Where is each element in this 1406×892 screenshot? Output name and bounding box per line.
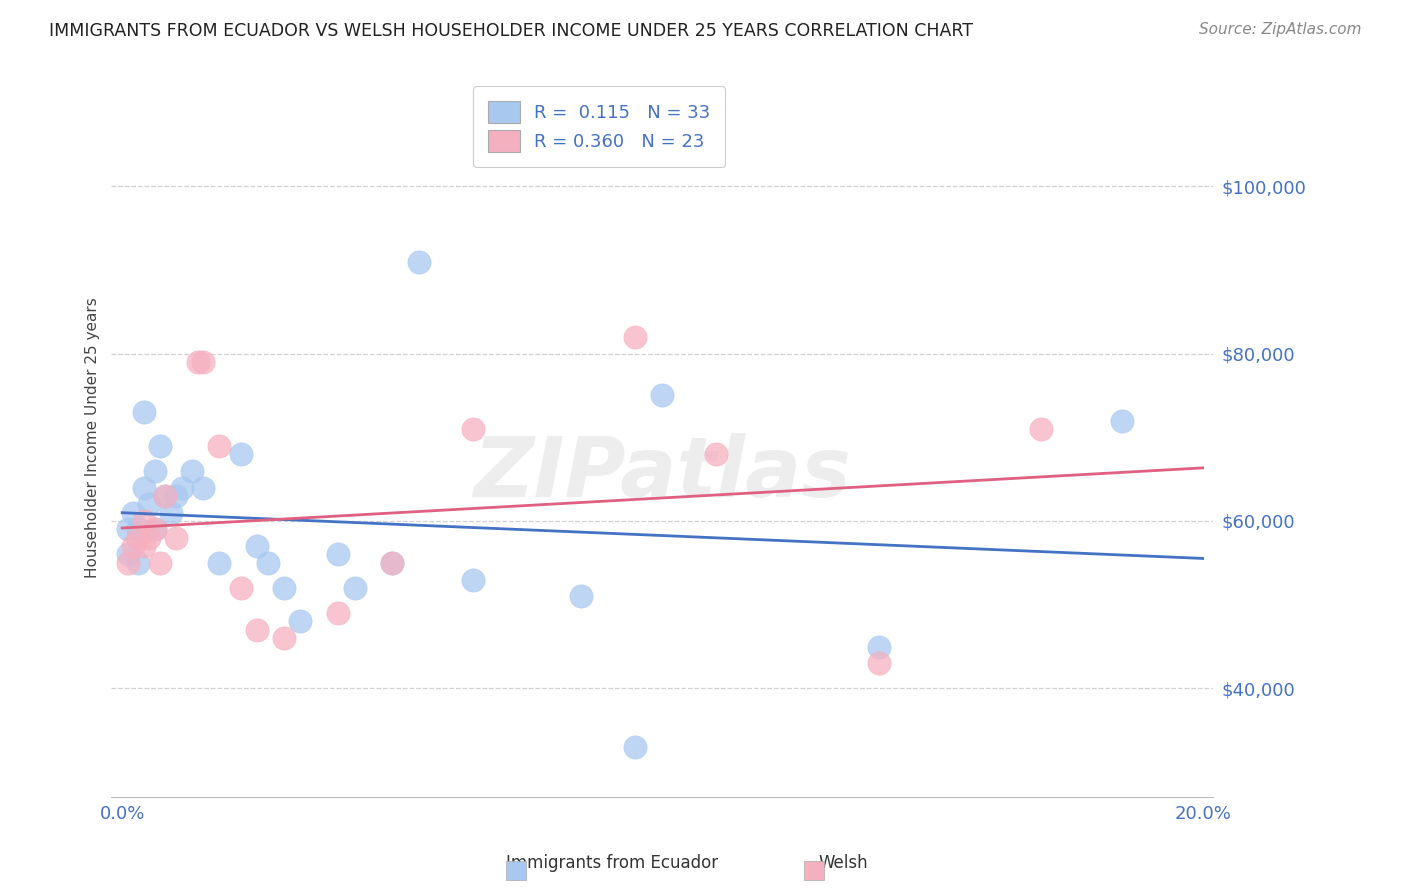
Point (132, 481, 155, 495)
Point (229, 447, 252, 461)
Point (343, 581, 366, 595)
Point (149, 556, 172, 570)
Legend: R =  0.115   N = 33, R = 0.360   N = 23: R = 0.115 N = 33, R = 0.360 N = 23 (472, 87, 725, 167)
Point (187, 355, 209, 369)
Text: Immigrants from Ecuador: Immigrants from Ecuador (506, 855, 717, 872)
Point (290, 615, 312, 629)
Point (624, 739, 647, 754)
Point (408, 254, 430, 268)
Point (273, 581, 295, 595)
Point (138, 497, 160, 511)
Text: Welsh: Welsh (818, 855, 869, 872)
Point (1111, 413, 1133, 427)
Point (868, 657, 890, 671)
Point (208, 439, 231, 453)
Point (165, 531, 187, 545)
Point (132, 405, 155, 419)
Point (463, 422, 485, 436)
Point (143, 522, 166, 536)
Text: IMMIGRANTS FROM ECUADOR VS WELSH HOUSEHOLDER INCOME UNDER 25 YEARS CORRELATION C: IMMIGRANTS FROM ECUADOR VS WELSH HOUSEHO… (49, 22, 973, 40)
Y-axis label: Householder Income Under 25 years: Householder Income Under 25 years (86, 297, 100, 578)
Point (132, 539, 155, 553)
Point (273, 631, 295, 645)
Point (122, 506, 145, 520)
Point (155, 489, 177, 503)
Point (117, 556, 139, 570)
Point (208, 556, 231, 570)
Point (571, 589, 593, 603)
Point (463, 573, 485, 587)
Point (381, 556, 404, 570)
Point (624, 330, 647, 344)
Point (229, 581, 252, 595)
Text: ZIPatlas: ZIPatlas (474, 433, 852, 514)
Point (651, 388, 673, 402)
Point (181, 464, 204, 478)
Point (257, 556, 280, 570)
Point (122, 539, 145, 553)
Point (117, 548, 139, 562)
Point (149, 439, 172, 453)
Point (160, 506, 183, 520)
Point (706, 447, 728, 461)
Point (328, 548, 350, 562)
Point (143, 464, 166, 478)
Point (127, 556, 149, 570)
Point (868, 640, 890, 654)
Point (170, 481, 193, 495)
Text: Source: ZipAtlas.com: Source: ZipAtlas.com (1198, 22, 1361, 37)
Point (155, 489, 177, 503)
Point (381, 556, 404, 570)
Point (138, 531, 160, 545)
Point (246, 539, 269, 553)
Point (193, 355, 215, 369)
Point (127, 522, 149, 536)
Point (328, 606, 350, 620)
Point (117, 522, 139, 536)
Point (143, 522, 166, 536)
Point (165, 489, 187, 503)
Point (1029, 422, 1052, 436)
Point (132, 514, 155, 528)
Point (127, 531, 149, 545)
Point (193, 481, 215, 495)
Point (246, 623, 269, 637)
